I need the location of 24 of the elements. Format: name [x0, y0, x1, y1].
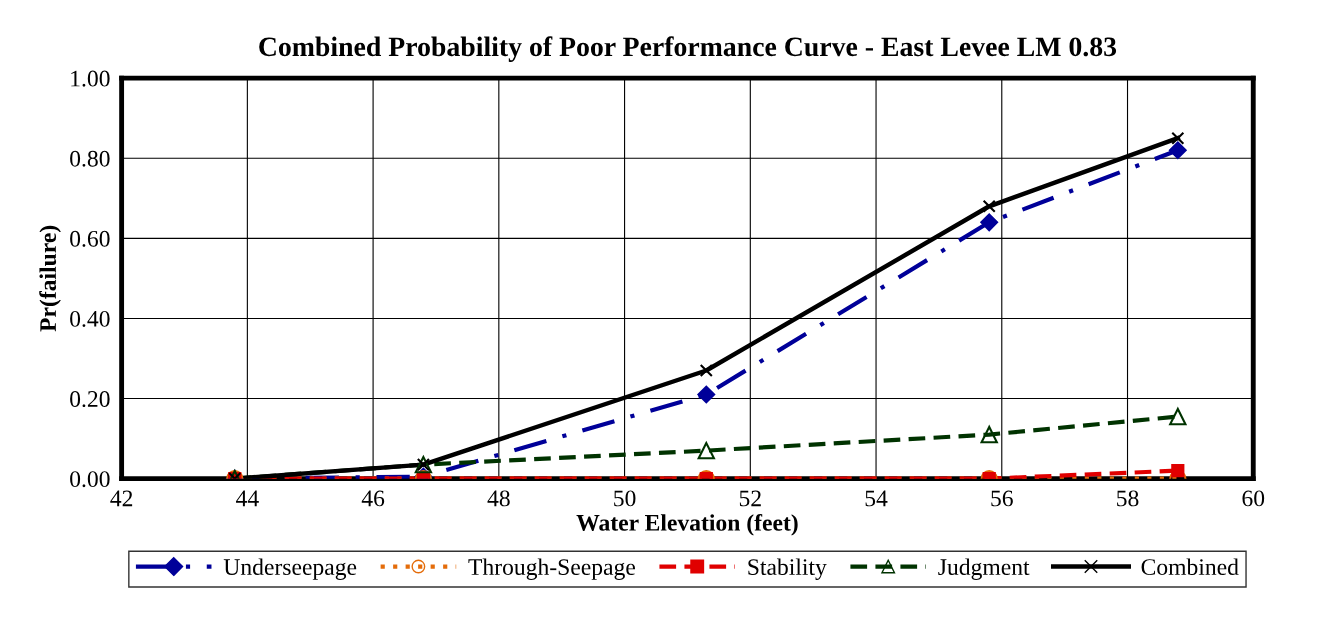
- x-tick-label: 50: [614, 490, 636, 507]
- x-tick-label: 58: [1117, 490, 1139, 507]
- y-tick-label: 0.80: [70, 150, 110, 167]
- y-tick-label: 1.00: [71, 70, 110, 87]
- x-tick-label: 54: [865, 490, 888, 507]
- x-tick-label: 44: [236, 490, 259, 507]
- y-tick-label: 0.00: [70, 471, 110, 488]
- legend-label: Underseepage: [223, 558, 357, 580]
- x-tick-label: 42: [110, 490, 133, 507]
- chart-title: Combined Probability of Poor Performance Curve - East Levee LM 0.83: [259, 36, 1117, 62]
- y-axis-title: Pr(failure): [39, 225, 61, 332]
- legend-label: Judgment: [938, 558, 1030, 580]
- y-tick-label: 0.60: [70, 230, 110, 247]
- x-tick-label: 56: [991, 490, 1013, 507]
- x-tick-label: 52: [739, 490, 761, 507]
- x-tick-label: 48: [487, 490, 510, 507]
- y-tick-label: 0.20: [70, 391, 110, 408]
- legend-label: Through-Seepage: [468, 558, 636, 580]
- x-tick-label: 46: [361, 490, 385, 507]
- x-axis-title: Water Elevation (feet): [576, 513, 798, 536]
- y-tick-label: 0.40: [70, 310, 110, 327]
- legend-label: Stability: [748, 558, 827, 580]
- x-tick-label: 60: [1242, 490, 1265, 507]
- legend-label: Combined: [1141, 558, 1239, 576]
